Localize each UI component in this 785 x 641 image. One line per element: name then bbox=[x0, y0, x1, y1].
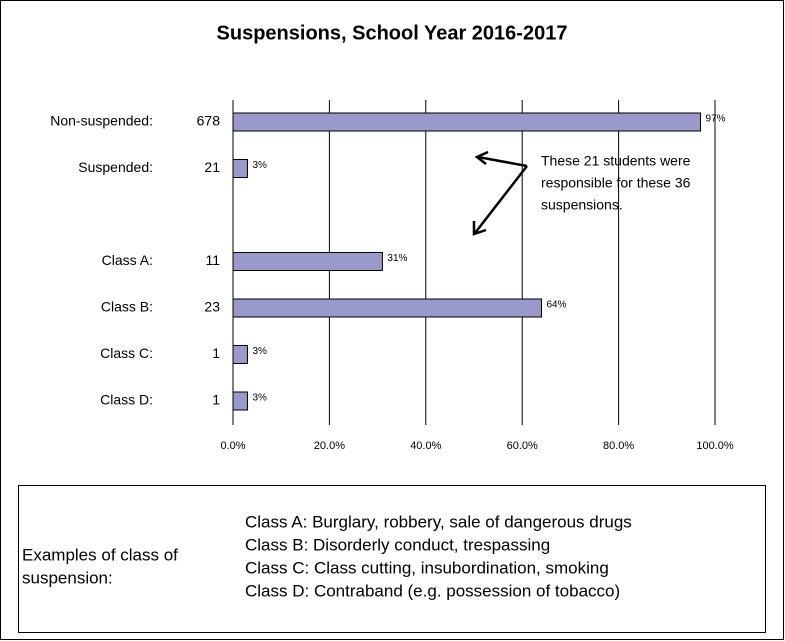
annotation: suspensions. bbox=[541, 197, 623, 213]
x-tick-label: 80.0% bbox=[603, 440, 634, 452]
value-label: 3% bbox=[252, 393, 267, 404]
count-label: 23 bbox=[204, 299, 220, 315]
count-label: 1 bbox=[212, 392, 220, 408]
x-tick-label: 0.0% bbox=[220, 440, 245, 452]
value-label: 3% bbox=[252, 346, 267, 357]
category-label: Class A: bbox=[102, 252, 153, 268]
bar bbox=[232, 391, 248, 411]
legend-item: Class A: Burglary, robbery, sale of dang… bbox=[245, 512, 632, 531]
annotation: responsible for these 36 bbox=[541, 175, 691, 191]
value-label: 97% bbox=[706, 114, 726, 125]
bar bbox=[232, 252, 383, 271]
count-label: 11 bbox=[205, 252, 220, 268]
legend-heading: Examples of class of bbox=[22, 545, 178, 564]
arrow-head bbox=[472, 221, 487, 236]
value-label: 3% bbox=[252, 160, 267, 171]
category-label: Class C: bbox=[100, 345, 153, 361]
legend-item: Class D: Contraband (e.g. possession of … bbox=[245, 581, 620, 600]
category-label: Class B: bbox=[101, 299, 153, 315]
legend-heading: suspension: bbox=[22, 568, 113, 587]
category-label: Non-suspended: bbox=[50, 113, 153, 129]
x-tick-label: 20.0% bbox=[314, 440, 345, 452]
arrow bbox=[477, 155, 528, 168]
legend-box bbox=[18, 485, 766, 633]
chart-title: Suspensions, School Year 2016-2017 bbox=[217, 22, 568, 44]
annotation: These 21 students were bbox=[541, 153, 691, 169]
value-label: 31% bbox=[387, 253, 407, 264]
category-label: Class D: bbox=[100, 392, 153, 408]
value-label: 64% bbox=[546, 300, 566, 311]
x-tick-label: 60.0% bbox=[507, 440, 538, 452]
legend-item: Class C: Class cutting, insubordination,… bbox=[245, 558, 609, 577]
x-tick-label: 100.0% bbox=[696, 440, 734, 452]
bar bbox=[232, 112, 702, 132]
arrow bbox=[474, 165, 528, 234]
bar bbox=[232, 159, 248, 178]
arrow-head bbox=[474, 150, 489, 165]
count-label: 1 bbox=[212, 345, 220, 361]
count-label: 678 bbox=[197, 113, 221, 129]
x-tick-label: 40.0% bbox=[410, 440, 441, 452]
count-label: 21 bbox=[204, 159, 220, 175]
bar bbox=[232, 298, 542, 318]
legend-item: Class B: Disorderly conduct, trespassing bbox=[245, 535, 550, 554]
annotation-arrows bbox=[472, 150, 528, 236]
bar bbox=[232, 345, 248, 364]
category-label: Suspended: bbox=[78, 159, 153, 175]
